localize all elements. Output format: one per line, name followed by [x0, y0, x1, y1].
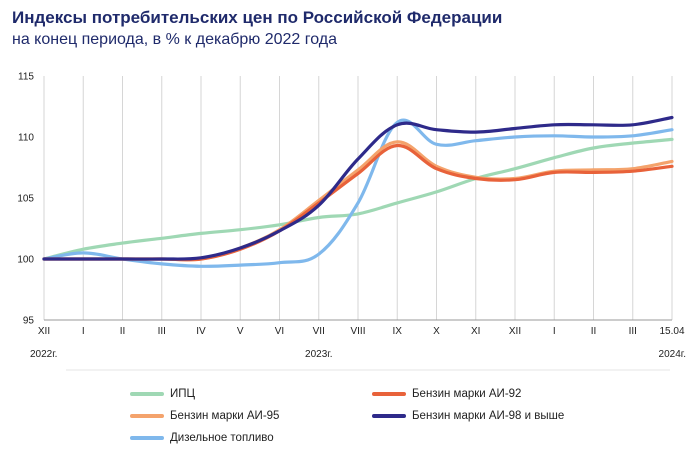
- x-tick-label: I: [82, 326, 85, 337]
- y-tick-label: 105: [17, 194, 34, 205]
- x-tick-label: II: [120, 326, 126, 337]
- y-tick-label: 95: [23, 316, 35, 327]
- y-tick-label: 100: [17, 255, 34, 266]
- chart-title: Индексы потребительских цен по Российско…: [12, 8, 503, 27]
- y-tick-label: 110: [18, 133, 34, 144]
- x-tick-label: III: [629, 326, 637, 337]
- x-tick-label: XI: [471, 326, 480, 337]
- x-tick-label: XII: [509, 326, 521, 337]
- x-tick-label: V: [237, 326, 244, 337]
- series-line-diesel: [42, 118, 674, 268]
- x-tick-label: IX: [393, 326, 403, 337]
- x-tick-label: XII: [38, 326, 50, 337]
- year-label: 2023г.: [305, 349, 332, 360]
- year-label: 2024г.: [659, 349, 686, 360]
- year-label: 2022г.: [30, 349, 57, 360]
- x-tick-label: VI: [275, 326, 284, 337]
- x-tick-label: VIII: [350, 326, 365, 337]
- series-line-ai98: [42, 115, 674, 261]
- series-line-cpi: [42, 137, 674, 261]
- x-tick-label: VII: [313, 326, 325, 337]
- x-tick-label: III: [158, 326, 166, 337]
- x-tick-label: X: [433, 326, 440, 337]
- y-tick-label: 115: [18, 72, 34, 83]
- chart-subtitle: на конец периода, в % к декабрю 2022 год…: [12, 31, 338, 48]
- x-tick-label: I: [553, 326, 556, 337]
- x-tick-label: 15.04: [659, 326, 684, 337]
- x-tick-label: IV: [196, 326, 206, 337]
- x-tick-label: II: [591, 326, 597, 337]
